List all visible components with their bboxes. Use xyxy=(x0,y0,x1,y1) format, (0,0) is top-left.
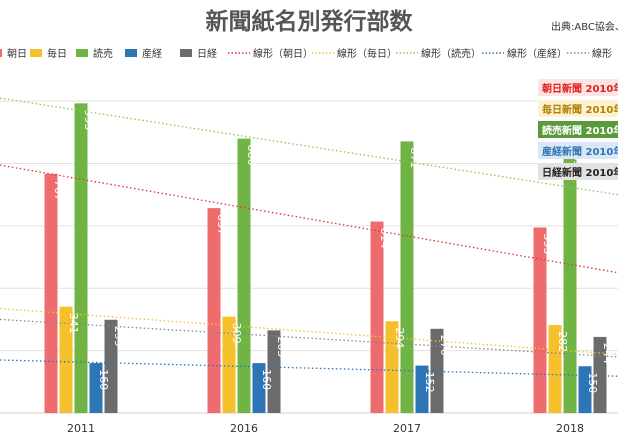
gridlines xyxy=(0,100,618,414)
bar-朝日-2017 xyxy=(370,221,384,413)
legend-swatch-4 xyxy=(180,49,192,57)
value-label-朝日-2011: 767 xyxy=(52,180,65,201)
value-label-読売-2017: 871 xyxy=(408,147,421,168)
bar-毎日-2018 xyxy=(548,325,562,413)
legend-swatch-2 xyxy=(76,49,88,57)
bar-産経-2018 xyxy=(578,366,592,413)
bar-毎日-2016 xyxy=(222,316,236,413)
legend-label-1: 毎日 xyxy=(47,47,67,60)
annotation-box-2 xyxy=(538,121,618,138)
value-label-読売-2011: 993 xyxy=(82,109,95,130)
value-label-日経-2018: 244 xyxy=(601,343,614,364)
value-label-産経-2017: 152 xyxy=(423,372,436,393)
legend-label-5: 線形（朝日） xyxy=(253,47,313,60)
legend-label-6: 線形（毎日） xyxy=(337,47,397,60)
legend-label-7: 線形（読売） xyxy=(421,47,481,60)
bar-産経-2011 xyxy=(89,363,103,413)
x-axis-ticks: 20102011201620172018201920202021上半期 xyxy=(67,422,584,435)
bar-朝日-2016 xyxy=(207,208,221,413)
value-label-日経-2016: 265 xyxy=(275,336,288,357)
legend: 朝日 毎日 読売 産経 日経 線形（朝日） 線形（毎日） 線形（読売） 線形（産経） 線形（日経） xyxy=(0,47,618,60)
bar-読売-2016 xyxy=(237,138,251,413)
annotation-box-3 xyxy=(538,142,618,159)
trendline-0 xyxy=(0,164,618,274)
annotation-box-4 xyxy=(538,163,618,180)
chart-title: 新聞紙名別発行部数 xyxy=(206,8,414,35)
annotation-text-4: 日経新聞 2010年 xyxy=(542,166,618,179)
trendlines xyxy=(0,97,618,377)
x-tick-label: 2011 xyxy=(67,422,95,435)
bar-朝日-2011 xyxy=(44,173,58,413)
annotation-text-0: 朝日新聞 2010年 xyxy=(542,82,618,95)
value-label-読売-2016: 880 xyxy=(245,145,258,166)
annotation-box-1 xyxy=(538,100,618,117)
source-note: 出典:ABC協会、朝日新聞 xyxy=(551,20,618,33)
value-labels: 7676576145955585164753413092942822442252… xyxy=(52,109,614,393)
value-label-朝日-2018: 595 xyxy=(541,233,554,254)
legend-swatch-3 xyxy=(125,49,137,57)
bar-産経-2017 xyxy=(415,365,429,413)
bars xyxy=(44,103,607,413)
value-label-朝日-2017: 614 xyxy=(378,228,391,249)
value-label-産経-2018: 150 xyxy=(586,372,599,393)
bar-日経-2011 xyxy=(104,319,118,413)
x-tick-label: 2016 xyxy=(230,422,258,435)
value-label-毎日-2017: 294 xyxy=(393,327,406,348)
annotation-text-1: 毎日新聞 2010年 xyxy=(542,103,618,116)
value-label-毎日-2016: 309 xyxy=(230,323,243,344)
annotation-text-3: 産経新聞 2010年 xyxy=(542,145,618,158)
bar-読売-2011 xyxy=(74,103,88,413)
trendline-3 xyxy=(0,359,618,377)
legend-label-4: 日経 xyxy=(197,47,217,60)
x-tick-label: 2018 xyxy=(556,422,584,435)
bar-読売-2018 xyxy=(563,147,577,413)
legend-label-0: 朝日 xyxy=(7,48,27,60)
value-label-産経-2011: 160 xyxy=(97,369,110,390)
bar-産経-2016 xyxy=(252,363,266,413)
value-label-毎日-2018: 282 xyxy=(556,331,569,352)
value-label-産経-2016: 160 xyxy=(260,369,273,390)
annotation-box-0 xyxy=(538,79,618,96)
bar-読売-2017 xyxy=(400,141,414,413)
bar-朝日-2018 xyxy=(533,227,547,413)
legend-label-9: 線形（日経） xyxy=(592,47,618,60)
value-label-日経-2011: 299 xyxy=(112,326,125,347)
trendline-2 xyxy=(0,97,618,196)
bar-日経-2016 xyxy=(267,330,281,413)
legend-swatch-1 xyxy=(30,49,42,57)
legend-label-2: 読売 xyxy=(93,47,113,60)
x-tick-label: 2017 xyxy=(393,422,421,435)
value-label-朝日-2016: 657 xyxy=(215,214,228,235)
value-label-日経-2017: 270 xyxy=(438,335,451,356)
value-label-毎日-2011: 341 xyxy=(67,313,80,334)
trendline-1 xyxy=(0,307,618,356)
annotation-text-2: 読売新聞 2010年 xyxy=(542,124,618,137)
bar-毎日-2011 xyxy=(59,306,73,413)
trendline-4 xyxy=(0,318,618,358)
legend-swatch-0 xyxy=(0,49,2,57)
legend-label-3: 産経 xyxy=(142,47,162,60)
bar-毎日-2017 xyxy=(385,321,399,413)
legend-label-8: 線形（産経） xyxy=(507,47,567,60)
